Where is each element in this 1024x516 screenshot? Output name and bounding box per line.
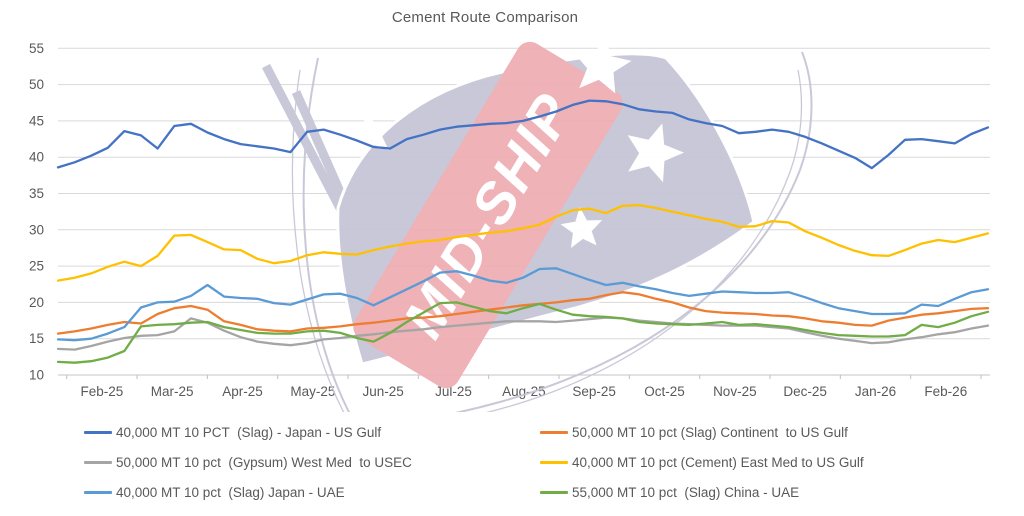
watermark-red-band — [353, 41, 623, 389]
x-axis-tick-label: Nov-25 — [713, 384, 757, 399]
legend-item: 50,000 MT 10 pct (Gypsum) West Med to US… — [84, 455, 540, 470]
y-axis-tick-label: 50 — [29, 77, 44, 92]
series-line-4 — [56, 267, 990, 342]
chart-svg: 10 15 20 25 30 35 40 45 50 55 Feb-25 Mar-25 Apr-25 Ma… — [28, 35, 990, 412]
x-axis-tick-label: Feb-25 — [80, 384, 123, 399]
y-axis-tick-label: 15 — [29, 331, 44, 346]
legend-item: 55,000 MT 10 pct (Slag) China - UAE — [540, 485, 864, 500]
x-axis-tick-label: Dec-25 — [783, 384, 827, 399]
legend-item: 40,000 MT 10 pct (Slag) Japan - UAE — [84, 485, 540, 500]
series-line-3 — [56, 203, 990, 282]
watermark-swoosh — [454, 51, 813, 412]
legend-label: 55,000 MT 10 pct (Slag) China - UAE — [572, 484, 800, 500]
y-axis-tick-label: 25 — [29, 259, 44, 274]
y-axis-tick-label: 30 — [29, 222, 44, 237]
watermark-star — [347, 110, 392, 156]
watermark-star — [627, 123, 684, 183]
series-color-swatch — [540, 430, 568, 434]
series-color-swatch — [84, 460, 112, 464]
watermark-swoosh — [302, 57, 351, 412]
x-axis-tick-label: Oct-25 — [644, 384, 685, 399]
series-color-swatch — [84, 490, 112, 494]
series-color-swatch — [84, 430, 112, 434]
legend-item: 40,000 MT 10 PCT (Slag) - Japan - US Gul… — [84, 425, 540, 440]
midship-flag-watermark: MID-SHIP — [262, 35, 813, 412]
x-axis-tick-label: May-25 — [290, 384, 335, 399]
series-color-swatch — [540, 490, 568, 494]
legend-label: 50,000 MT 10 pct (Gypsum) West Med to US… — [116, 454, 412, 470]
series-color-swatch — [540, 460, 568, 464]
watermark-flag-tail — [262, 63, 346, 215]
series-line-1 — [56, 291, 990, 335]
chart-legend: 40,000 MT 10 PCT (Slag) - Japan - US Gul… — [84, 417, 864, 507]
x-axis-tick-label: Jan-26 — [855, 384, 896, 399]
watermark-star — [573, 35, 632, 94]
series-line-2 — [56, 316, 990, 351]
y-axis-tick-label: 10 — [29, 368, 44, 383]
x-axis-tick-label: Apr-25 — [222, 384, 263, 399]
legend-label: 50,000 MT 10 pct (Slag) Continent to US … — [572, 424, 848, 440]
legend-label: 40,000 MT 10 pct (Slag) Japan - UAE — [116, 484, 345, 500]
y-axis-tick-label: 45 — [29, 113, 44, 128]
x-axis-tick-label: Feb-26 — [924, 384, 967, 399]
legend-label: 40,000 MT 10 pct (Cement) East Med to US… — [572, 454, 864, 470]
x-axis-tick-label: Sep-25 — [572, 384, 616, 399]
x-axis-tick-label: Mar-25 — [151, 384, 194, 399]
y-axis-tick-label: 20 — [29, 295, 44, 310]
x-axis-tick-label: Aug-25 — [502, 384, 546, 399]
series-line-0 — [56, 99, 990, 170]
legend-item: 40,000 MT 10 pct (Cement) East Med to US… — [540, 455, 864, 470]
y-axis-tick-label: 55 — [29, 41, 44, 56]
y-axis-tick-label: 40 — [29, 150, 44, 165]
series-line-5 — [56, 301, 990, 364]
watermark-star — [560, 207, 603, 248]
legend-item: 50,000 MT 10 pct (Slag) Continent to US … — [540, 425, 864, 440]
chart-title: Cement Route Comparison — [391, 9, 579, 26]
y-axis-tick-label: 35 — [29, 186, 44, 201]
legend-label: 40,000 MT 10 PCT (Slag) - Japan - US Gul… — [116, 424, 382, 440]
x-axis-tick-label: Jun-25 — [363, 384, 404, 399]
watermark-swoosh — [485, 69, 803, 412]
